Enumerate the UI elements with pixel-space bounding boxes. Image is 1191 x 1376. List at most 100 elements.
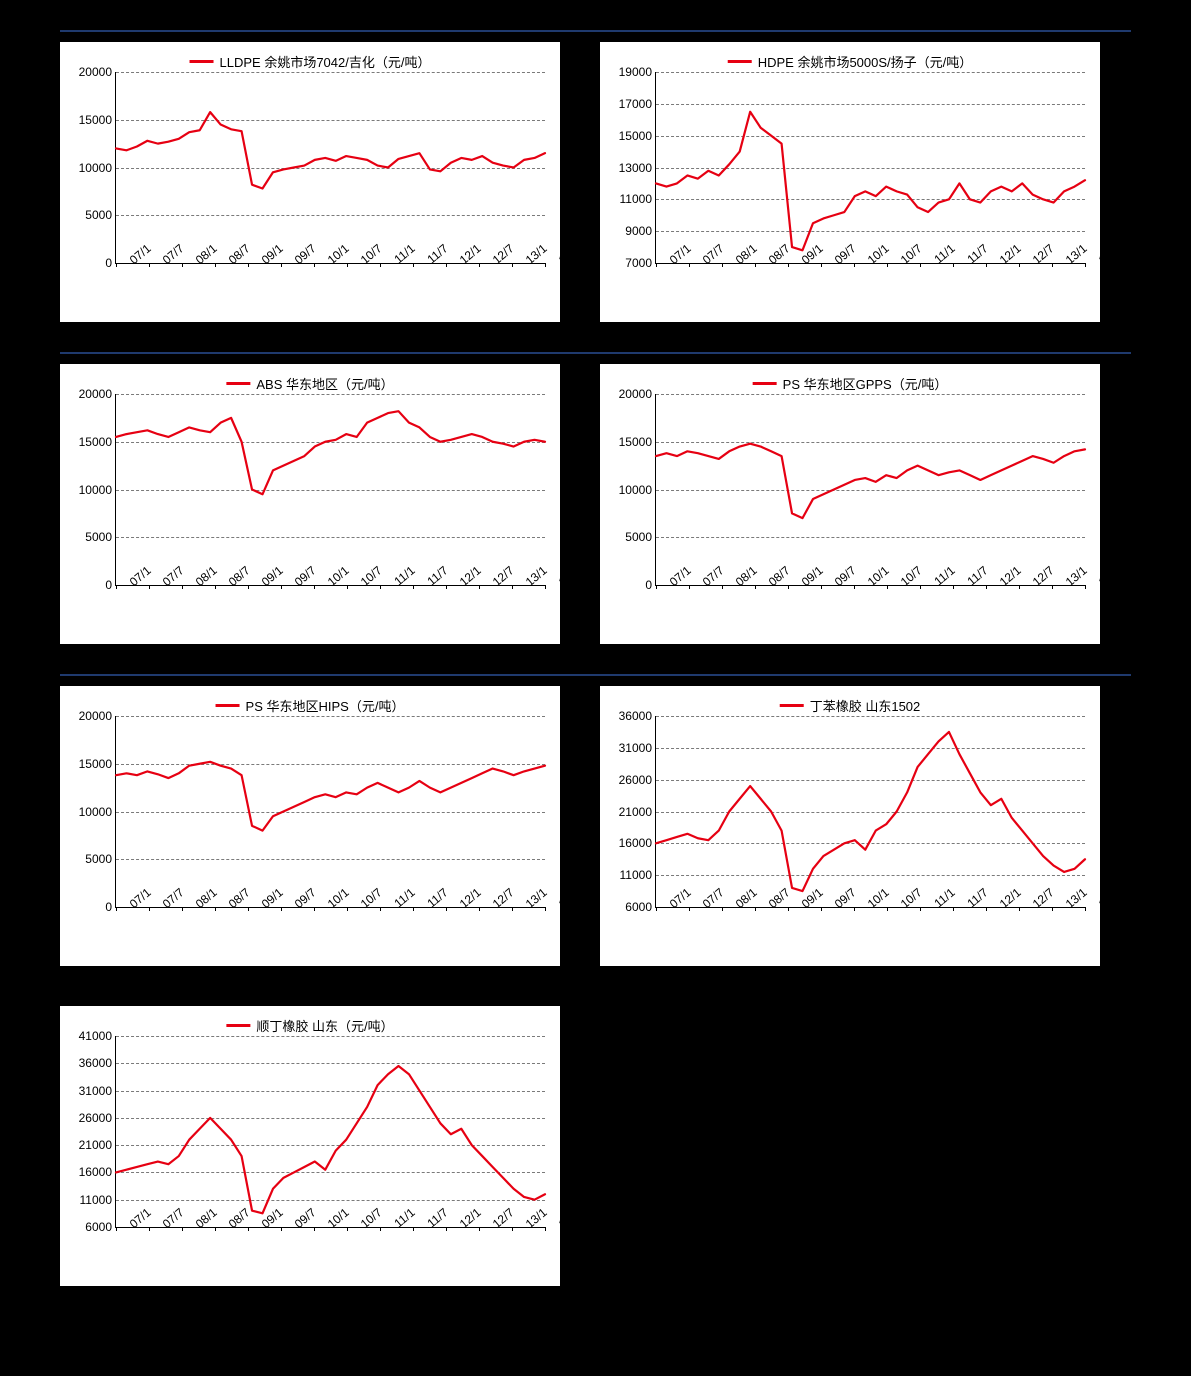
chart-lldpe: LLDPE 余姚市场7042/吉化（元/吨）050001000015000200… [60, 42, 560, 322]
xtick-label: 13/7 [1083, 885, 1123, 921]
chart-ps-hips: PS 华东地区HIPS（元/吨）0500010000150002000007/1… [60, 686, 560, 966]
ytick-label: 9000 [625, 224, 652, 238]
xtick-label: 13/7 [1083, 241, 1123, 277]
series-svg [656, 394, 1085, 585]
xtick-label: 13/7 [543, 563, 583, 599]
chart-ps-gpps: PS 华东地区GPPS（元/吨）0500010000150002000007/1… [600, 364, 1100, 644]
plot-area: 70009000110001300015000170001900007/107/… [655, 72, 1085, 264]
ytick-label: 20000 [79, 709, 112, 723]
chart-row-4: 顺丁橡胶 山东（元/吨）6000110001600021000260003100… [60, 996, 1131, 1286]
ytick-label: 21000 [79, 1138, 112, 1152]
ytick-label: 0 [105, 578, 112, 592]
ytick-label: 11000 [80, 1193, 112, 1207]
ytick-label: 19000 [619, 65, 652, 79]
ytick-label: 36000 [79, 1056, 112, 1070]
ytick-label: 6000 [85, 1220, 112, 1234]
ytick-label: 15000 [619, 435, 652, 449]
legend-label: ABS 华东地区（元/吨） [256, 374, 393, 393]
chart-legend: HDPE 余姚市场5000S/扬子（元/吨） [728, 52, 973, 71]
chart-br: 顺丁橡胶 山东（元/吨）6000110001600021000260003100… [60, 1006, 560, 1286]
legend-label: 顺丁橡胶 山东（元/吨） [256, 1016, 393, 1035]
ytick-label: 6000 [625, 900, 652, 914]
plot-area: 600011000160002100026000310003600007/107… [655, 716, 1085, 908]
chart-row-3: PS 华东地区HIPS（元/吨）0500010000150002000007/1… [60, 674, 1131, 966]
chart-abs: ABS 华东地区（元/吨）0500010000150002000007/107/… [60, 364, 560, 644]
ytick-label: 5000 [85, 852, 112, 866]
series-line [116, 1066, 545, 1213]
chart-legend: 丁苯橡胶 山东1502 [780, 696, 921, 715]
legend-label: LLDPE 余姚市场7042/吉化（元/吨） [220, 52, 431, 71]
ytick-label: 16000 [619, 836, 652, 850]
legend-label: 丁苯橡胶 山东1502 [810, 696, 921, 715]
chart-legend: PS 华东地区GPPS（元/吨） [753, 374, 948, 393]
series-line [116, 411, 545, 494]
ytick-label: 41000 [79, 1029, 112, 1043]
ytick-label: 0 [105, 900, 112, 914]
chart-legend: PS 华东地区HIPS（元/吨） [216, 696, 405, 715]
legend-swatch [190, 60, 214, 63]
ytick-label: 17000 [619, 97, 652, 111]
plot-area: 0500010000150002000007/107/708/108/709/1… [115, 716, 545, 908]
series-line [116, 112, 545, 188]
ytick-label: 11000 [620, 868, 652, 882]
ytick-label: 10000 [619, 483, 652, 497]
ytick-label: 10000 [79, 483, 112, 497]
ytick-label: 5000 [85, 208, 112, 222]
chart-legend: ABS 华东地区（元/吨） [226, 374, 393, 393]
ytick-label: 36000 [619, 709, 652, 723]
ytick-label: 10000 [79, 161, 112, 175]
legend-swatch [216, 704, 240, 707]
xtick-label: 13/7 [543, 885, 583, 921]
chart-legend: LLDPE 余姚市场7042/吉化（元/吨） [190, 52, 431, 71]
legend-label: PS 华东地区GPPS（元/吨） [783, 374, 948, 393]
xtick-label: 13/7 [543, 1205, 583, 1241]
ytick-label: 7000 [625, 256, 652, 270]
ytick-label: 15000 [619, 129, 652, 143]
ytick-label: 13000 [619, 161, 652, 175]
page-root: LLDPE 余姚市场7042/吉化（元/吨）050001000015000200… [0, 0, 1191, 1376]
ytick-label: 15000 [79, 757, 112, 771]
legend-swatch [226, 382, 250, 385]
legend-swatch [753, 382, 777, 385]
xtick-label: 13/7 [1083, 563, 1123, 599]
ytick-label: 0 [105, 256, 112, 270]
ytick-label: 11000 [620, 192, 652, 206]
ytick-label: 21000 [619, 805, 652, 819]
legend-swatch [780, 704, 804, 707]
legend-swatch [728, 60, 752, 63]
ytick-label: 20000 [79, 65, 112, 79]
ytick-label: 5000 [625, 530, 652, 544]
plot-area: 0500010000150002000007/107/708/108/709/1… [655, 394, 1085, 586]
plot-area: 0500010000150002000007/107/708/108/709/1… [115, 394, 545, 586]
series-svg [116, 1036, 545, 1227]
ytick-label: 26000 [79, 1111, 112, 1125]
series-svg [116, 394, 545, 585]
ytick-label: 20000 [79, 387, 112, 401]
legend-swatch [226, 1024, 250, 1027]
chart-row-1: LLDPE 余姚市场7042/吉化（元/吨）050001000015000200… [60, 30, 1131, 322]
plot-area: 6000110001600021000260003100036000410000… [115, 1036, 545, 1228]
ytick-label: 31000 [79, 1084, 112, 1098]
ytick-label: 5000 [85, 530, 112, 544]
ytick-label: 0 [645, 578, 652, 592]
series-line [116, 762, 545, 831]
series-svg [656, 716, 1085, 907]
ytick-label: 31000 [619, 741, 652, 755]
plot-area: 0500010000150002000007/107/708/108/709/1… [115, 72, 545, 264]
chart-legend: 顺丁橡胶 山东（元/吨） [226, 1016, 393, 1035]
xtick-label: 13/7 [543, 241, 583, 277]
chart-hdpe: HDPE 余姚市场5000S/扬子（元/吨）700090001100013000… [600, 42, 1100, 322]
series-svg [656, 72, 1085, 263]
ytick-label: 15000 [79, 113, 112, 127]
chart-sbr: 丁苯橡胶 山东150260001100016000210002600031000… [600, 686, 1100, 966]
ytick-label: 10000 [79, 805, 112, 819]
ytick-label: 15000 [79, 435, 112, 449]
legend-label: HDPE 余姚市场5000S/扬子（元/吨） [758, 52, 973, 71]
series-svg [116, 72, 545, 263]
ytick-label: 16000 [79, 1165, 112, 1179]
series-svg [116, 716, 545, 907]
ytick-label: 20000 [619, 387, 652, 401]
series-line [656, 112, 1085, 250]
series-line [656, 732, 1085, 891]
legend-label: PS 华东地区HIPS（元/吨） [246, 696, 405, 715]
